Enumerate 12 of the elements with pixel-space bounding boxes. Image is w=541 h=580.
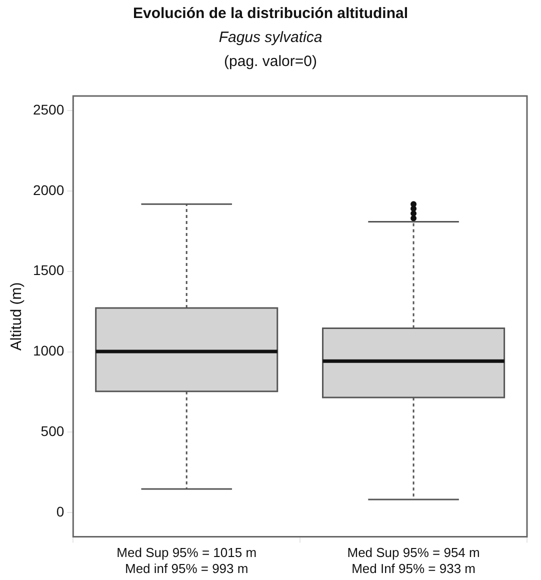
y-tick-label: 1000 xyxy=(32,342,64,359)
chart-title: Evolución de la distribución altitudinal xyxy=(132,4,410,24)
x-tick-label: Med Sup 95% = 1015 m Med inf 95% = 993 m xyxy=(116,545,257,576)
x-tick-label: Med Sup 95% = 954 m Med Inf 95% = 933 m xyxy=(347,545,480,576)
y-tick-label: 2000 xyxy=(32,182,64,198)
y-tick-label: 2500 xyxy=(32,101,64,118)
y-tick-label: 0 xyxy=(56,504,64,520)
y-tick-label: 1500 xyxy=(32,262,64,278)
y-axis-title: Altitud (m) xyxy=(8,282,26,351)
chart-subtitle: Fagus sylvatica xyxy=(218,28,324,48)
text: (pag. valor=0) xyxy=(223,52,318,72)
y-tick-label: 500 xyxy=(40,423,64,440)
